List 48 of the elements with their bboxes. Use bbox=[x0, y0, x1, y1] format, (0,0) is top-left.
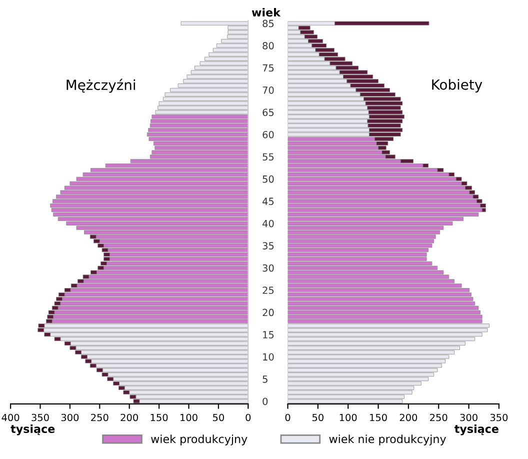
x-tick-label: 50 bbox=[213, 414, 224, 422]
x-tick-label: 150 bbox=[150, 414, 168, 422]
x-tick-label: 300 bbox=[61, 414, 79, 422]
x-tick-label: 250 bbox=[91, 414, 108, 422]
x-tick-label: 200 bbox=[120, 414, 138, 422]
bar bbox=[146, 132, 248, 137]
y-tick-label: 35 bbox=[262, 242, 274, 250]
y-tick-label: 40 bbox=[262, 220, 274, 228]
x-tick-label: 0 bbox=[246, 414, 251, 422]
y-tick-label: 80 bbox=[262, 42, 274, 50]
y-tick-label: 60 bbox=[262, 130, 274, 138]
x-tick-label: 0 bbox=[285, 414, 290, 422]
bar bbox=[288, 252, 427, 257]
y-tick-label: 15 bbox=[263, 331, 274, 338]
y-tick-label: 20 bbox=[262, 308, 274, 316]
legend-label: wiek nie produkcyjny bbox=[329, 434, 446, 446]
legend-label: wiek produkcyjny bbox=[151, 434, 248, 446]
bar bbox=[288, 212, 479, 217]
y-tick-label: 85 bbox=[262, 20, 274, 28]
y-tick-label: 5 bbox=[262, 376, 268, 383]
x-tick-label: 100 bbox=[180, 414, 198, 422]
x-tick-label: 350 bbox=[32, 414, 49, 422]
x-tick-label: 250 bbox=[430, 414, 448, 422]
y-tick-label: 25 bbox=[262, 286, 274, 294]
text: Kobiety bbox=[432, 79, 482, 93]
x-tick-label: 100 bbox=[340, 414, 357, 422]
x-tick-label: 300 bbox=[460, 414, 478, 422]
y-tick-label: 50 bbox=[262, 175, 274, 183]
y-tick-label: 10 bbox=[263, 353, 274, 361]
x-axis-title: tysiące bbox=[454, 424, 498, 436]
y-tick-label: 55 bbox=[262, 153, 274, 161]
y-tick-label: 0 bbox=[262, 398, 268, 406]
y-axis-title: wiek bbox=[252, 8, 281, 17]
y-tick-label: 30 bbox=[262, 264, 274, 272]
x-tick-label: 200 bbox=[400, 414, 418, 422]
x-tick-label: 50 bbox=[312, 414, 324, 422]
bar bbox=[288, 296, 474, 302]
x-tick-label: 400 bbox=[2, 414, 20, 422]
x-tick-label: 150 bbox=[370, 414, 387, 422]
x-axis-title: tysiące bbox=[10, 424, 55, 436]
bar bbox=[212, 48, 248, 52]
y-tick-label: 65 bbox=[262, 108, 274, 116]
x-tick-label: 350 bbox=[490, 414, 508, 422]
text: Mężczyźni bbox=[66, 78, 136, 93]
y-tick-label: 45 bbox=[262, 198, 274, 206]
y-tick-label: 75 bbox=[262, 64, 274, 72]
bar bbox=[53, 212, 248, 217]
y-tick-label: 70 bbox=[262, 86, 274, 94]
